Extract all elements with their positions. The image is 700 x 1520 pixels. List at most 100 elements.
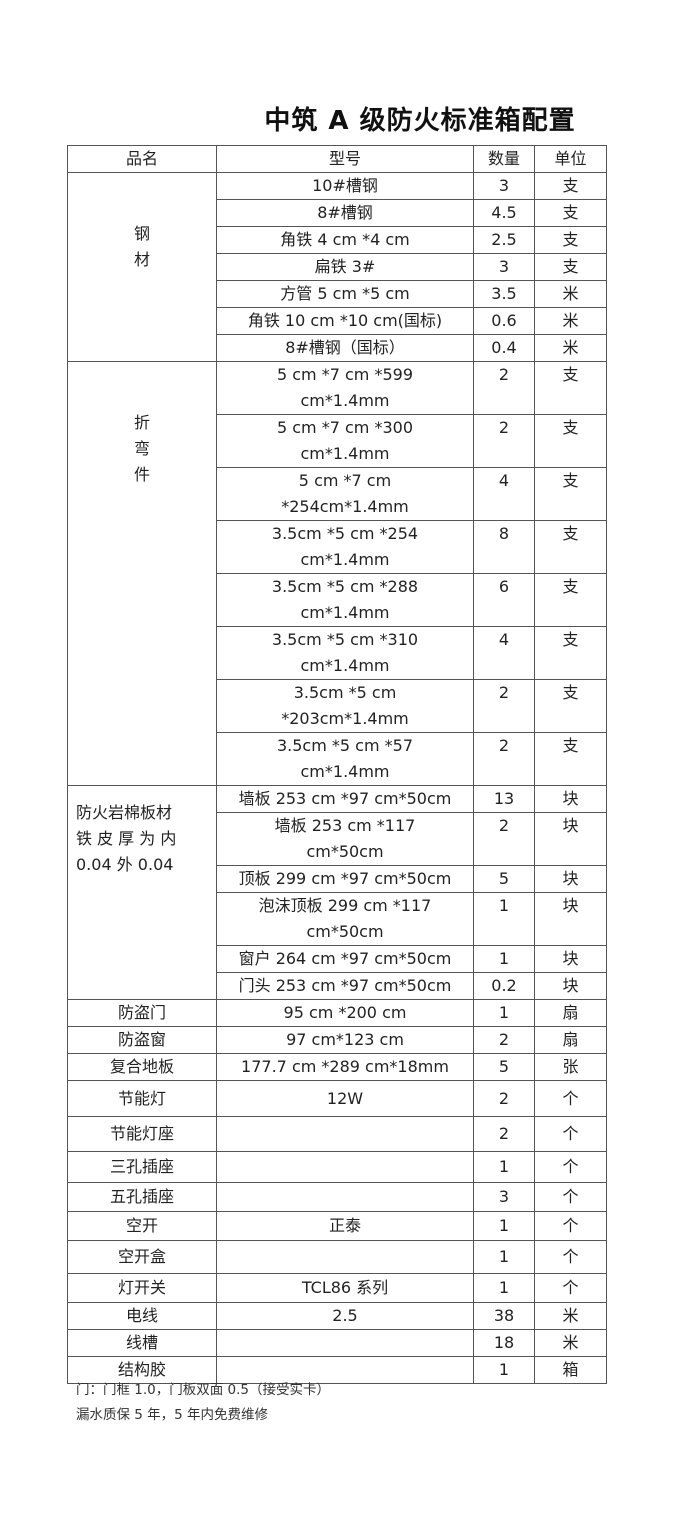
qty-cell: 8 [473,520,535,574]
model-cell: 3.5cm *5 cm *288 cm*1.4mm [216,573,474,627]
unit-cell: 块 [534,785,607,813]
unit-cell: 个 [534,1211,607,1241]
model-cell [216,1240,474,1274]
table-row: 扁铁 3# 3 支 [68,253,607,281]
unit-cell: 米 [534,1329,607,1357]
header-qty: 数量 [473,145,535,173]
table-row: 灯开关 TCL86 系列 1 个 [67,1273,607,1303]
model-cell: 5 cm *7 cm *254cm*1.4mm [216,467,474,521]
group-name-cell: 折弯件 [67,361,217,786]
qty-cell: 2 [473,1026,535,1054]
note-warranty: 漏水质保 5 年，5 年内免费维修 [76,1407,269,1423]
qty-cell: 2 [473,414,535,468]
group-name-line: 防火岩棉板材 [76,803,173,822]
table-row: 3.5cm *5 cm *57 cm*1.4mm 2 支 [68,732,607,786]
qty-cell: 5 [473,865,535,893]
model-cell [216,1116,474,1152]
qty-cell: 2 [473,1080,535,1117]
name-cell: 线槽 [67,1329,217,1357]
table-row: 结构胶 1 箱 [67,1356,607,1384]
table-row: 8#槽钢（国标） 0.4 米 [68,334,607,362]
table-row: 空开盒 1 个 [67,1240,607,1274]
header-unit: 单位 [534,145,607,173]
qty-cell: 5 [473,1053,535,1081]
table-row: 3.5cm *5 cm *254 cm*1.4mm 8 支 [68,520,607,574]
qty-cell: 3.5 [473,280,535,308]
model-cell: 8#槽钢 [216,199,474,227]
table-row: 5 cm *7 cm *254cm*1.4mm 4 支 [68,467,607,521]
model-cell: 角铁 10 cm *10 cm(国标) [216,307,474,335]
model-cell: 泡沫顶板 299 cm *117 cm*50cm [216,892,474,946]
model-cell: 墙板 253 cm *117 cm*50cm [216,812,474,866]
group-name-cell: 防火岩棉板材铁 皮 厚 为 内 0.04 外 0.04 [67,785,217,1000]
table-row: 泡沫顶板 299 cm *117 cm*50cm 1 块 [68,892,607,946]
name-cell: 五孔插座 [67,1182,217,1212]
qty-cell: 0.6 [473,307,535,335]
model-cell: 177.7 cm *289 cm*18mm [216,1053,474,1081]
model-cell: 12W [216,1080,474,1117]
qty-cell: 1 [473,999,535,1027]
model-cell: 2.5 [216,1302,474,1330]
name-cell: 节能灯座 [67,1116,217,1152]
page-title: 中筑 A 级防火标准箱配置 [264,106,576,136]
group-name-line: 件 [133,465,150,484]
unit-cell: 米 [534,280,607,308]
qty-cell: 2.5 [473,226,535,254]
unit-cell: 支 [534,467,607,521]
table-row: 三孔插座 1 个 [67,1151,607,1183]
name-cell: 复合地板 [67,1053,217,1081]
model-cell: 95 cm *200 cm [216,999,474,1027]
table-row: 空开 正泰 1 个 [67,1211,607,1241]
model-cell: 10#槽钢 [216,172,474,200]
unit-cell: 箱 [534,1356,607,1384]
unit-cell: 扇 [534,999,607,1027]
unit-cell: 支 [534,199,607,227]
qty-cell: 1 [473,892,535,946]
unit-cell: 个 [534,1273,607,1303]
table-row: 角铁 4 cm *4 cm 2.5 支 [68,226,607,254]
qty-cell: 1 [473,945,535,973]
table-row: 3.5cm *5 cm *288 cm*1.4mm 6 支 [68,573,607,627]
group-name-line: 铁 皮 厚 为 内 [76,829,177,848]
model-cell: 3.5cm *5 cm *203cm*1.4mm [216,679,474,733]
qty-cell: 1 [473,1273,535,1303]
qty-cell: 6 [473,573,535,627]
qty-cell: 3 [473,172,535,200]
unit-cell: 支 [534,732,607,786]
model-cell: 3.5cm *5 cm *254 cm*1.4mm [216,520,474,574]
table-row: 5 cm *7 cm *300 cm*1.4mm 2 支 [68,414,607,468]
unit-cell: 支 [534,626,607,680]
unit-cell: 支 [534,414,607,468]
qty-cell: 1 [473,1240,535,1274]
unit-cell: 支 [534,172,607,200]
model-cell: 方管 5 cm *5 cm [216,280,474,308]
table-row: 复合地板 177.7 cm *289 cm*18mm 5 张 [67,1053,607,1081]
model-cell: 5 cm *7 cm *599 cm*1.4mm [216,361,474,415]
qty-cell: 0.4 [473,334,535,362]
qty-cell: 13 [473,785,535,813]
header-model: 型号 [216,145,474,173]
qty-cell: 0.2 [473,972,535,1000]
unit-cell: 块 [534,865,607,893]
unit-cell: 个 [534,1116,607,1152]
model-cell: 正泰 [216,1211,474,1241]
qty-cell: 1 [473,1211,535,1241]
qty-cell: 1 [473,1151,535,1183]
unit-cell: 块 [534,945,607,973]
table-row: 钢材 10#槽钢 3 支 [67,172,607,362]
qty-cell: 3 [473,1182,535,1212]
table-header: 品名 型号 数量 单位 [67,145,607,173]
unit-cell: 支 [534,520,607,574]
model-cell [216,1182,474,1212]
name-cell: 电线 [67,1302,217,1330]
model-cell [216,1329,474,1357]
model-cell [216,1151,474,1183]
unit-cell: 块 [534,892,607,946]
qty-cell: 38 [473,1302,535,1330]
model-cell: 窗户 264 cm *97 cm*50cm [216,945,474,973]
unit-cell: 支 [534,573,607,627]
group-name-line: 0.04 外 0.04 [76,855,174,874]
table-row: 3.5cm *5 cm *203cm*1.4mm 2 支 [68,679,607,733]
table-row: 方管 5 cm *5 cm 3.5 米 [68,280,607,308]
